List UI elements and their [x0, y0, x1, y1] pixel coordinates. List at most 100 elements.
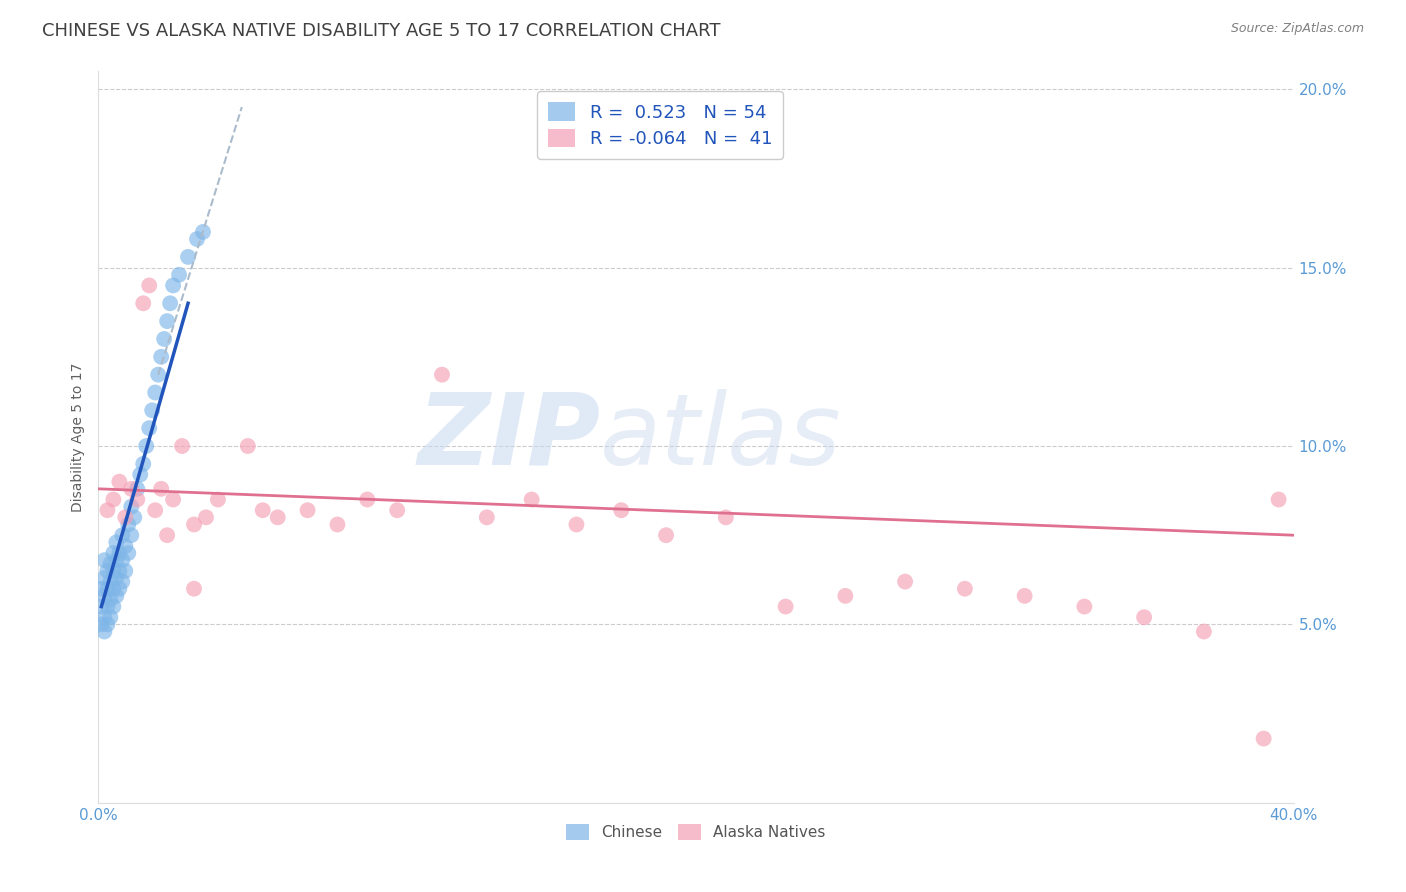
Point — [385, 503, 409, 517]
Point — [93, 589, 115, 603]
Point — [520, 492, 543, 507]
Point — [103, 599, 125, 614]
Point — [103, 582, 125, 596]
Point — [103, 546, 125, 560]
Point — [326, 517, 349, 532]
Point — [103, 564, 125, 578]
Point — [150, 482, 173, 496]
Point — [93, 571, 115, 585]
Point — [475, 510, 498, 524]
Point — [894, 574, 917, 589]
Point — [111, 574, 134, 589]
Point — [132, 457, 155, 471]
Point — [153, 332, 176, 346]
Point — [98, 610, 122, 624]
Point — [111, 528, 134, 542]
Point — [96, 503, 118, 517]
Point — [267, 510, 290, 524]
Point — [96, 582, 118, 596]
Point — [714, 510, 737, 524]
Point — [156, 314, 179, 328]
Point — [191, 225, 214, 239]
Point — [105, 553, 128, 567]
Text: atlas: atlas — [600, 389, 842, 485]
Point — [143, 503, 166, 517]
Point — [610, 503, 633, 517]
Point — [186, 232, 208, 246]
Point — [96, 599, 118, 614]
Point — [108, 564, 131, 578]
Point — [132, 296, 155, 310]
Point — [775, 599, 797, 614]
Point — [105, 589, 128, 603]
Point — [430, 368, 453, 382]
Point — [124, 510, 146, 524]
Point — [177, 250, 200, 264]
Point — [120, 528, 142, 542]
Point — [98, 592, 122, 607]
Point — [114, 564, 136, 578]
Point — [834, 589, 856, 603]
Point — [1073, 599, 1095, 614]
Point — [162, 492, 184, 507]
Point — [141, 403, 163, 417]
Point — [148, 368, 170, 382]
Point — [356, 492, 378, 507]
Point — [183, 582, 205, 596]
Point — [120, 482, 142, 496]
Point — [138, 278, 160, 293]
Point — [1192, 624, 1215, 639]
Point — [103, 492, 125, 507]
Point — [114, 510, 136, 524]
Point — [108, 546, 131, 560]
Point — [120, 500, 142, 514]
Point — [236, 439, 259, 453]
Point — [105, 535, 128, 549]
Point — [129, 467, 152, 482]
Y-axis label: Disability Age 5 to 17: Disability Age 5 to 17 — [70, 362, 84, 512]
Point — [172, 439, 194, 453]
Point — [117, 517, 139, 532]
Point — [90, 599, 112, 614]
Point — [98, 557, 122, 571]
Point — [565, 517, 588, 532]
Point — [90, 617, 112, 632]
Point — [162, 278, 184, 293]
Point — [93, 624, 115, 639]
Legend: Chinese, Alaska Natives: Chinese, Alaska Natives — [561, 818, 831, 847]
Point — [108, 475, 131, 489]
Point — [953, 582, 976, 596]
Point — [90, 582, 112, 596]
Point — [1133, 610, 1156, 624]
Point — [297, 503, 319, 517]
Point — [1014, 589, 1036, 603]
Point — [195, 510, 218, 524]
Point — [135, 439, 157, 453]
Point — [150, 350, 173, 364]
Point — [167, 268, 190, 282]
Point — [117, 546, 139, 560]
Point — [127, 492, 149, 507]
Point — [105, 571, 128, 585]
Point — [98, 574, 122, 589]
Point — [96, 564, 118, 578]
Point — [138, 421, 160, 435]
Point — [93, 553, 115, 567]
Point — [143, 385, 166, 400]
Point — [96, 617, 118, 632]
Point — [252, 503, 274, 517]
Point — [108, 582, 131, 596]
Point — [111, 553, 134, 567]
Point — [183, 517, 205, 532]
Point — [127, 482, 149, 496]
Point — [114, 539, 136, 553]
Text: CHINESE VS ALASKA NATIVE DISABILITY AGE 5 TO 17 CORRELATION CHART: CHINESE VS ALASKA NATIVE DISABILITY AGE … — [42, 22, 721, 40]
Point — [1267, 492, 1289, 507]
Point — [159, 296, 181, 310]
Point — [655, 528, 678, 542]
Point — [156, 528, 179, 542]
Point — [207, 492, 229, 507]
Point — [1253, 731, 1275, 746]
Point — [93, 610, 115, 624]
Text: ZIP: ZIP — [418, 389, 600, 485]
